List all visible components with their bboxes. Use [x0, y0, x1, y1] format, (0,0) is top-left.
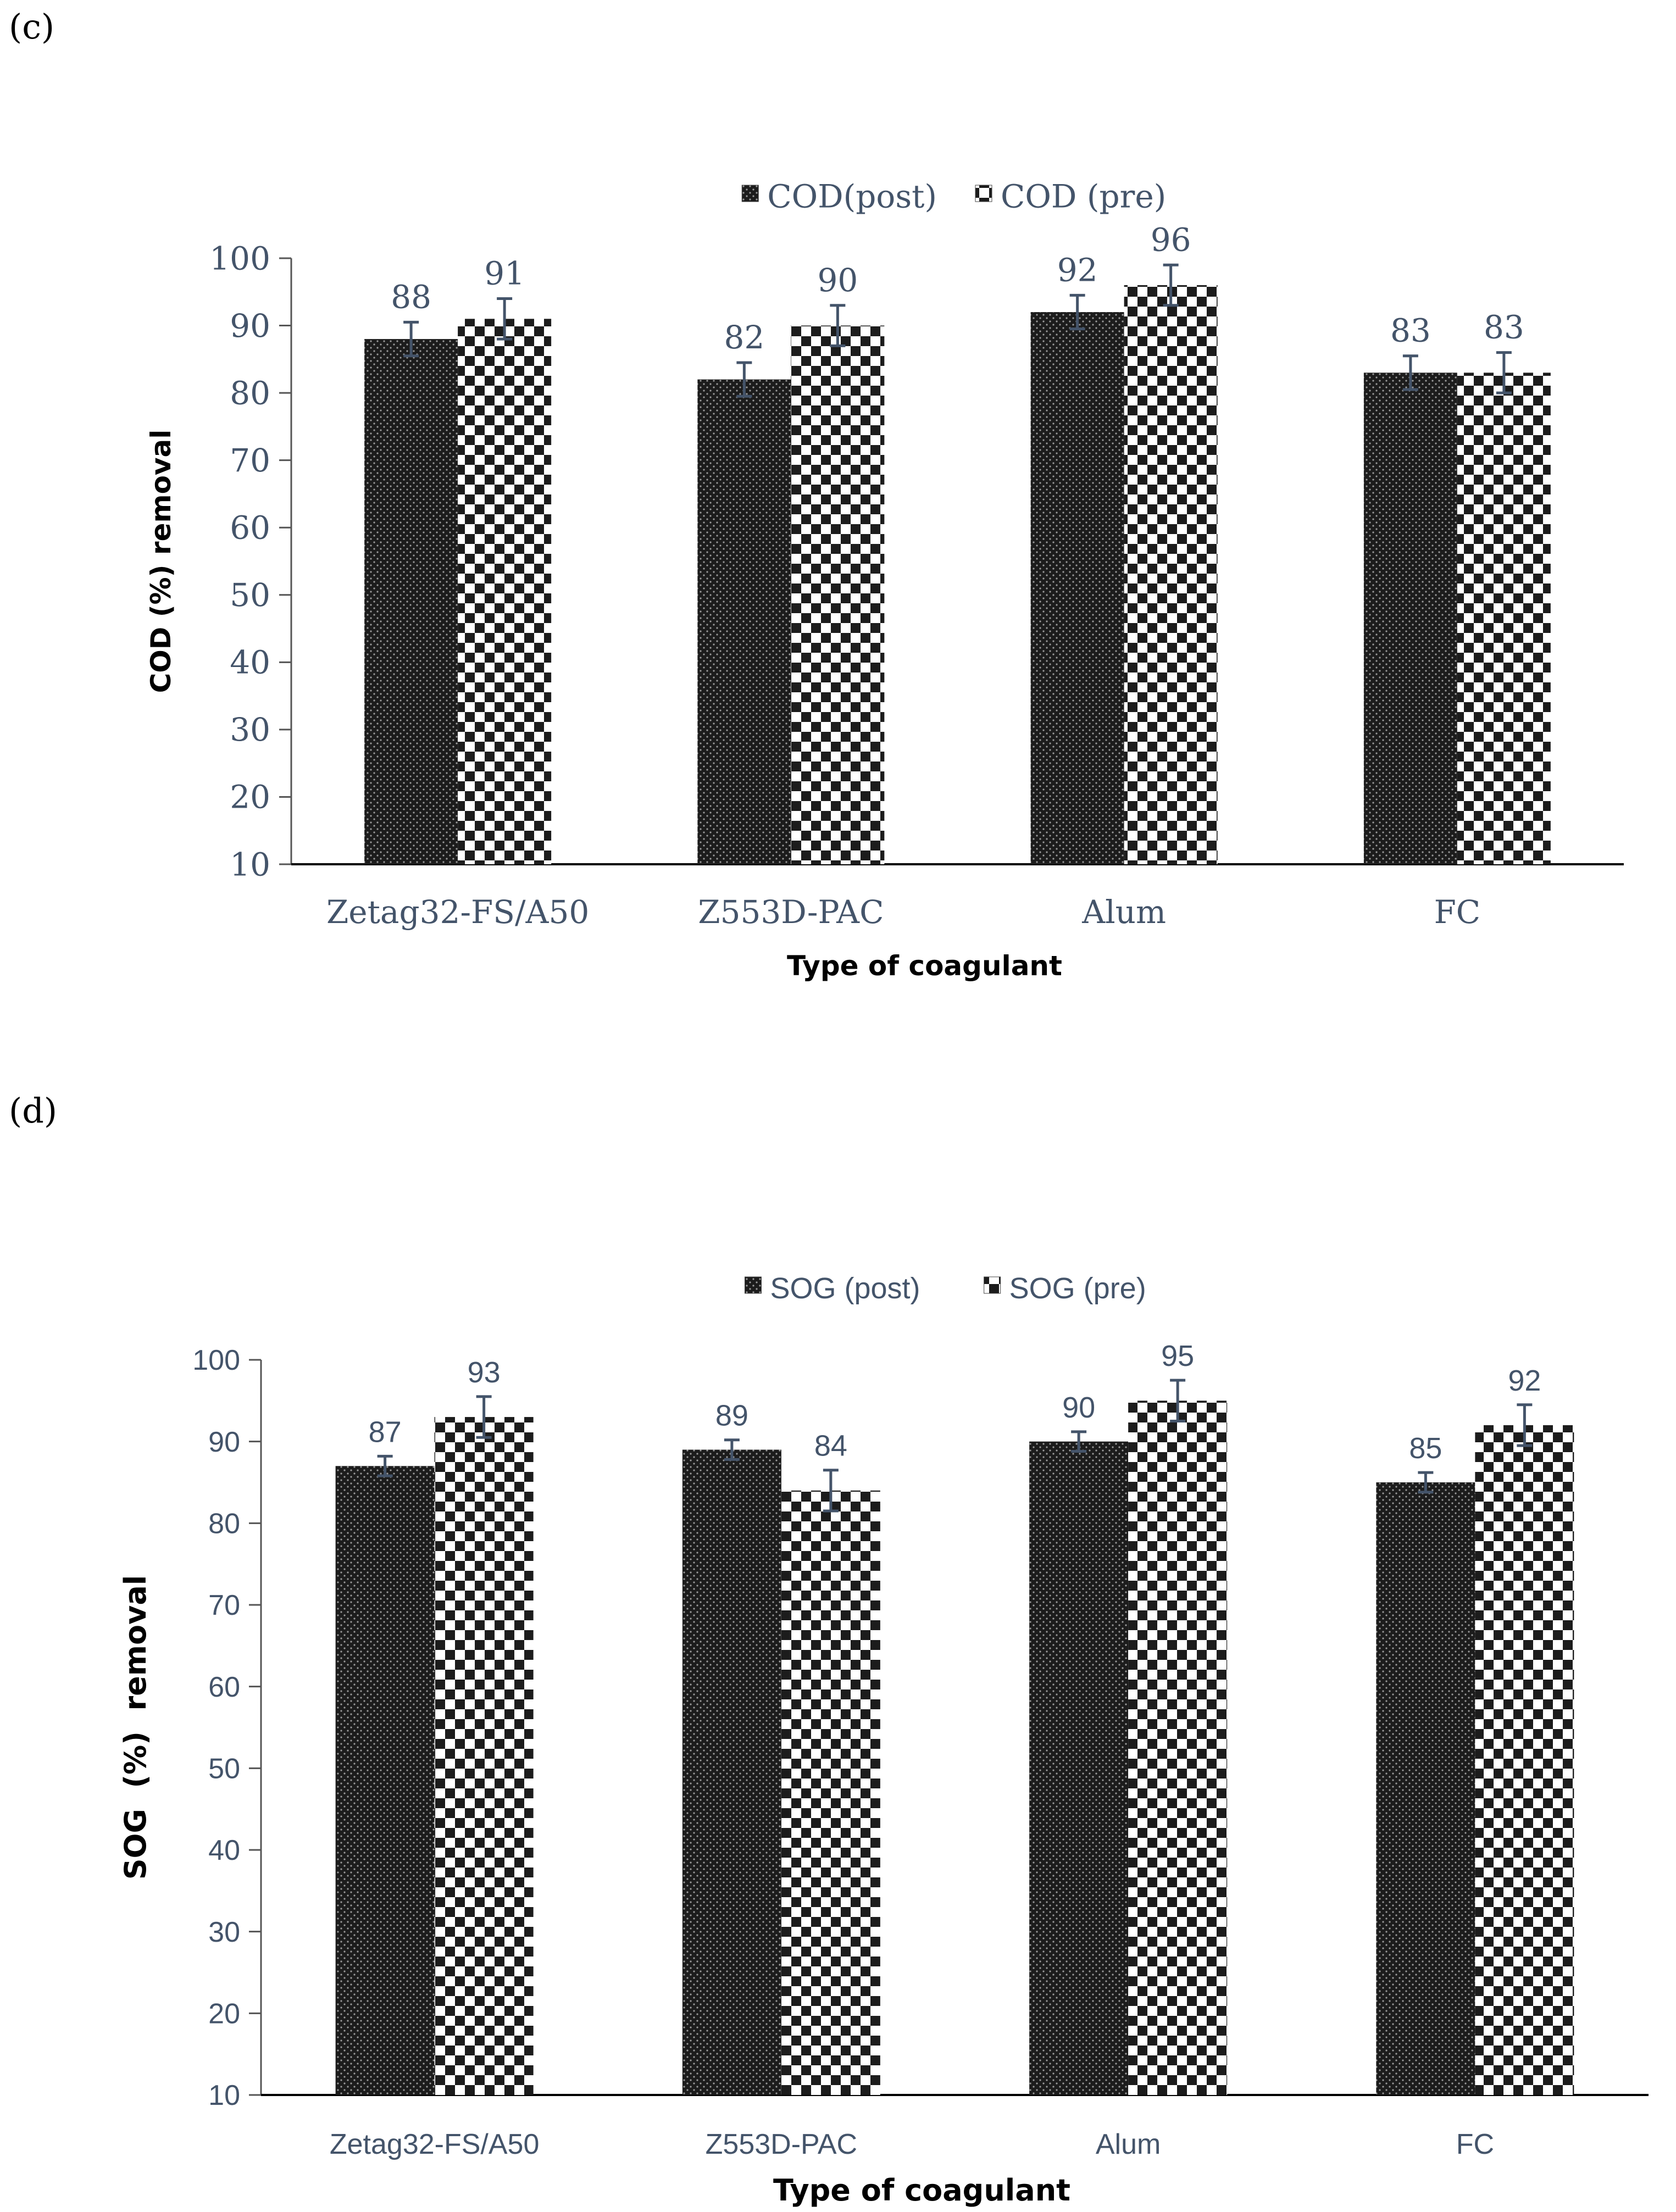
data-label: 83: [1484, 309, 1524, 346]
x-tick-label: Zetag32-FS/A50: [330, 2128, 540, 2160]
bar-dots-3: [1376, 1482, 1475, 2095]
x-tick-label: FC: [1456, 2128, 1494, 2160]
bar-checker-0: [434, 1417, 534, 2095]
x-axis-title: Type of coagulant: [787, 950, 1062, 982]
panel-label-c: (c): [9, 7, 55, 47]
y-tick-label: 100: [192, 1344, 240, 1376]
data-label: 83: [1390, 312, 1431, 349]
y-tick-label: 30: [230, 711, 270, 748]
legend-label: SOG (post): [770, 1272, 920, 1305]
panel-label-d: (d): [9, 1091, 58, 1131]
bar-checker-2: [1124, 285, 1218, 864]
y-tick-label: 70: [230, 442, 270, 479]
x-tick-label: FC: [1434, 893, 1481, 931]
legend-label: SOG (pre): [1009, 1272, 1146, 1305]
y-tick-label: 90: [208, 1426, 240, 1458]
y-tick-label: 90: [230, 307, 270, 344]
bar-dots-0: [364, 339, 458, 864]
bar-checker-3: [1457, 373, 1551, 864]
x-tick-label: Z553D-PAC: [706, 2128, 857, 2160]
bar-dots-2: [1029, 1441, 1129, 2095]
y-tick-label: 60: [230, 509, 270, 547]
bar-checker-1: [781, 1490, 880, 2095]
data-label: 93: [468, 1356, 501, 1389]
data-label: 95: [1161, 1340, 1194, 1372]
y-tick-label: 20: [208, 1998, 240, 2030]
y-tick-label: 80: [208, 1508, 240, 1540]
y-tick-label: 60: [208, 1671, 240, 1703]
legend-swatch-checker: [975, 185, 992, 202]
y-tick-label: 80: [230, 374, 270, 412]
x-axis-title: Type of coagulant: [773, 2173, 1070, 2208]
bar-dots-3: [1363, 373, 1457, 864]
y-axis-title: COD (%) removal: [145, 430, 177, 693]
bar-dots-0: [335, 1466, 435, 2095]
x-tick-label: Z553D-PAC: [698, 893, 884, 931]
y-axis-title: SOG (%) removal: [118, 1575, 153, 1880]
legend-swatch-checker: [984, 1276, 1001, 1294]
legend-swatch-dots: [741, 185, 759, 202]
legend-swatch-dots: [744, 1276, 762, 1294]
y-tick-label: 50: [230, 576, 270, 614]
legend-label: COD (pre): [1001, 177, 1166, 215]
y-tick-label: 10: [208, 2080, 240, 2111]
y-tick-label: 40: [208, 1835, 240, 1866]
y-tick-label: 50: [208, 1753, 240, 1785]
y-tick-label: 100: [209, 240, 270, 277]
y-tick-label: 40: [230, 644, 270, 681]
x-tick-label: Alum: [1081, 893, 1166, 931]
y-tick-label: 30: [208, 1916, 240, 1948]
data-label: 82: [724, 319, 764, 356]
bar-dots-2: [1030, 312, 1124, 864]
x-tick-label: Zetag32-FS/A50: [326, 893, 589, 931]
x-tick-label: Alum: [1096, 2128, 1161, 2160]
bar-dots-1: [682, 1449, 781, 2095]
data-label: 84: [814, 1430, 847, 1463]
data-label: 91: [484, 255, 525, 292]
legend-label: COD(post): [767, 177, 937, 215]
chart-d: 10 20 30 40 50 60 70 80 90 100 87 93 Zetag32-FS/A50 8…: [118, 1272, 1649, 2208]
y-tick-label: 70: [208, 1589, 240, 1621]
data-label: 92: [1057, 251, 1098, 288]
chart-c: 10 20 30 40 50 60 70 80 90 100 88 91 Zetag32-FS/A50 8…: [145, 177, 1624, 982]
bar-checker-3: [1475, 1425, 1574, 2095]
data-label: 89: [715, 1399, 748, 1432]
y-tick-label: 20: [230, 779, 270, 816]
data-label: 87: [369, 1415, 402, 1448]
data-label: 96: [1151, 221, 1191, 258]
data-label: 90: [817, 262, 858, 299]
data-label: 85: [1409, 1432, 1442, 1465]
y-tick-label: 10: [230, 846, 270, 883]
bar-checker-1: [791, 325, 885, 864]
bar-checker-2: [1128, 1400, 1228, 2095]
bar-checker-0: [458, 319, 552, 864]
bar-dots-1: [697, 379, 791, 864]
data-label: 92: [1508, 1364, 1541, 1397]
data-label: 90: [1062, 1391, 1095, 1424]
data-label: 88: [391, 278, 431, 315]
